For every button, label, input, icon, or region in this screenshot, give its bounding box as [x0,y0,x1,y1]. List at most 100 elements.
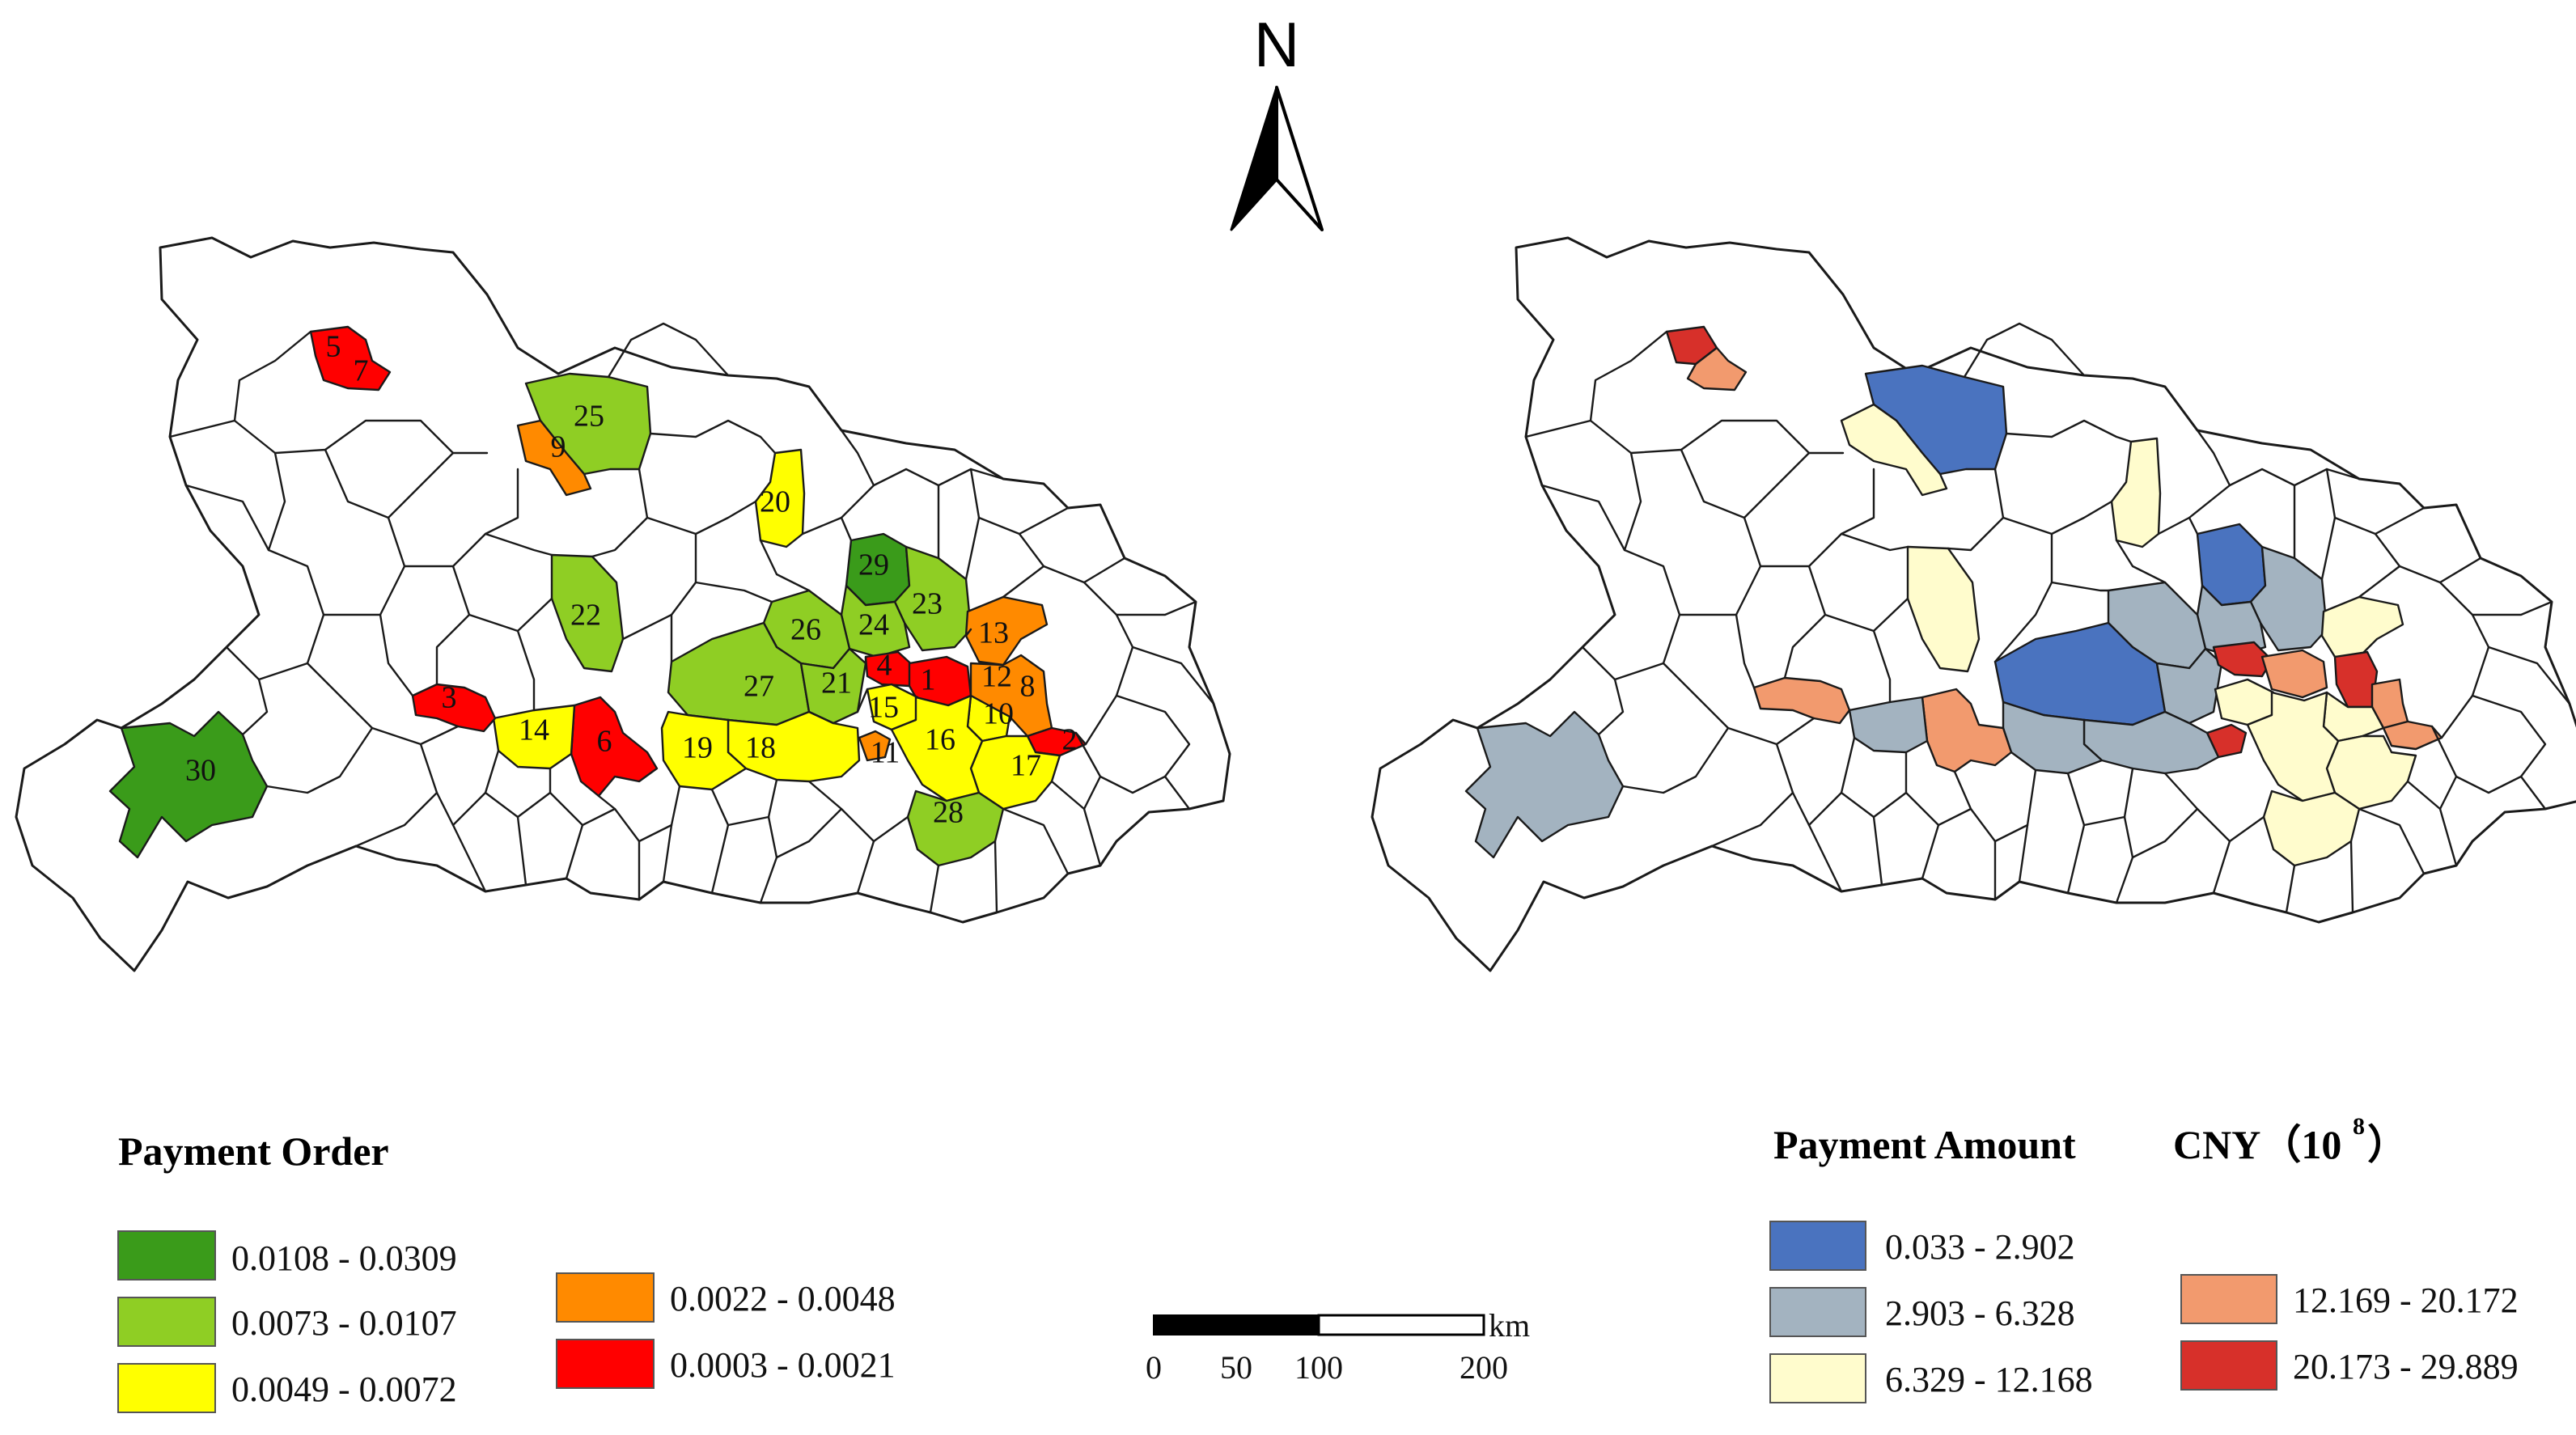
region-label-23: 23 [912,587,943,621]
legend-swatch [117,1297,216,1347]
region-3 [1752,676,1851,725]
region-label-10: 10 [983,697,1014,731]
payment-amount-legend-unit-exponent: 8 [2353,1113,2365,1140]
legend-swatch [117,1230,216,1280]
region-20 [2110,437,2162,548]
legend-item: 0.033 - 2.902 [1769,1221,2075,1271]
legend-item: 12.169 - 20.172 [2180,1274,2519,1324]
legend-swatch [117,1363,216,1413]
region-7 [1686,346,1748,392]
region-14 [1848,696,1929,754]
legend-range-label: 12.169 - 20.172 [2293,1280,2519,1320]
region-6 [1921,688,2013,773]
payment-amount-legend: Payment Amount CNY（10 8 ） 0.033 - 2.902 … [1769,1113,2519,1403]
region-labels: 1 2 3 4 5 6 7 8 9 10 11 12 13 14 15 16 1… [185,330,1078,830]
region-label-25: 25 [574,400,604,434]
legend-range-label: 0.0003 - 0.0021 [670,1345,896,1385]
region-label-14: 14 [519,713,549,747]
region-label-18: 18 [745,731,776,765]
province-outline [15,236,1231,972]
region-23 [2249,545,2328,652]
payment-order-regions [108,325,1087,867]
payment-order-legend-title: Payment Order [118,1128,389,1174]
legend-item: 0.0049 - 0.0072 [117,1363,457,1413]
legend-range-label: 2.903 - 6.328 [1885,1293,2075,1333]
region-11 [858,730,892,762]
region-label-28: 28 [933,796,964,830]
legend-range-label: 0.033 - 2.902 [1885,1227,2075,1267]
region-label-29: 29 [858,548,889,582]
region-9 [1840,403,1948,497]
scale-bar-unit: km [1489,1307,1530,1344]
payment-amount-regions [1464,325,2443,867]
north-letter: N [1254,9,1299,80]
region-label-24: 24 [858,608,889,642]
region-14 [492,704,576,770]
region-label-1: 1 [921,663,936,697]
county-boundaries [1524,322,2571,914]
scale-bar: km 0 50 100 200 [1146,1307,1530,1386]
legend-range-label: 20.173 - 29.889 [2293,1347,2519,1386]
region-label-17: 17 [1010,749,1041,783]
region-28 [906,789,1005,867]
legend-swatch [556,1339,655,1389]
region-label-20: 20 [760,485,790,519]
region-22 [550,553,625,673]
region-label-22: 22 [570,599,601,633]
legend-item: 20.173 - 29.889 [2180,1340,2519,1391]
legend-item: 6.329 - 12.168 [1769,1353,2093,1403]
legend-range-label: 0.0022 - 0.0048 [670,1279,896,1319]
region-label-27: 27 [744,670,774,704]
region-13 [2320,595,2404,658]
region-label-8: 8 [1020,670,1036,704]
legend-item: 0.0073 - 0.0107 [117,1297,457,1347]
region-label-7: 7 [354,354,369,388]
region-23 [893,545,972,652]
region-label-19: 19 [682,731,713,765]
region-label-21: 21 [821,667,852,701]
legend-swatch [2180,1340,2277,1391]
legend-range-label: 0.0073 - 0.0107 [231,1303,457,1343]
region-label-16: 16 [925,723,955,757]
north-arrow: N [1230,9,1324,231]
region-13 [964,595,1049,667]
region-30 [1464,710,1625,859]
legend-range-label: 6.329 - 12.168 [1885,1360,2093,1399]
scale-tick-50: 50 [1220,1349,1252,1386]
payment-amount-legend-unit: CNY（10 [2173,1122,2341,1167]
region-label-4: 4 [877,649,892,683]
region-label-26: 26 [790,613,821,647]
legend-item: 2.903 - 6.328 [1769,1287,2075,1337]
payment-amount-map [1371,236,2576,972]
scale-bar-black-segment [1153,1314,1320,1336]
region-20 [754,448,806,548]
payment-amount-legend-unit-close: ） [2367,1122,2408,1167]
legend-range-label: 0.0108 - 0.0309 [231,1238,457,1278]
legend-swatch [556,1272,655,1323]
payment-order-legend: Payment Order 0.0108 - 0.0309 0.0073 - 0… [117,1128,896,1413]
region-1 [2260,649,2328,699]
legend-item: 0.0003 - 0.0021 [556,1339,896,1389]
region-4 [2212,641,2273,678]
payment-order-map: 1 2 3 4 5 6 7 8 9 10 11 12 13 14 15 16 1… [15,236,1231,972]
scale-tick-200: 200 [1460,1349,1508,1386]
region-label-15: 15 [868,691,899,725]
scale-bar-white-segment [1317,1314,1485,1336]
region-label-11: 11 [871,736,900,770]
region-5-7 [309,325,392,392]
legend-swatch [2180,1274,2277,1324]
region-label-12: 12 [981,660,1012,694]
north-arrow-right-half [1275,86,1324,231]
region-label-6: 6 [597,725,612,759]
legend-item: 0.0108 - 0.0309 [117,1230,457,1280]
region-label-13: 13 [978,616,1009,650]
region-19 [660,710,748,791]
region-label-5: 5 [326,330,341,364]
legend-range-label: 0.0049 - 0.0072 [231,1369,457,1409]
payment-amount-legend-title: Payment Amount [1773,1122,2076,1167]
region-30 [108,710,269,859]
region-label-9: 9 [551,430,566,464]
region-6 [570,696,659,798]
region-label-2: 2 [1062,723,1078,757]
